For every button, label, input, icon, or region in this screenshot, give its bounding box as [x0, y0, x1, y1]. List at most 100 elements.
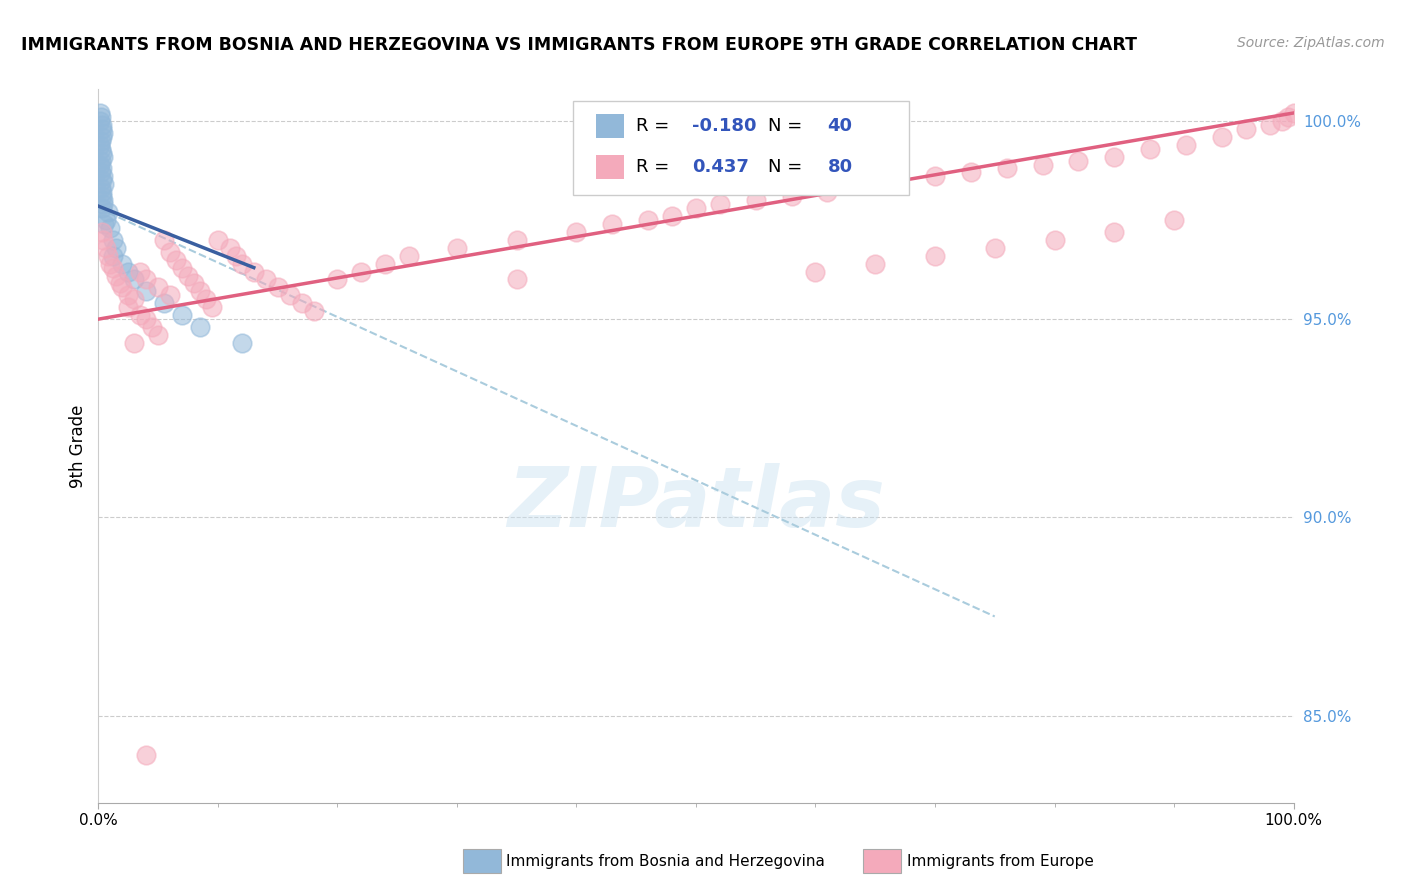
- Point: [219, 241, 242, 255]
- Point: [637, 213, 659, 227]
- Point: [1211, 129, 1233, 144]
- FancyBboxPatch shape: [596, 114, 624, 138]
- Text: 80: 80: [827, 158, 852, 176]
- Point: [98, 221, 122, 235]
- Point: [111, 257, 134, 271]
- Point: [153, 233, 176, 247]
- Y-axis label: 9th Grade: 9th Grade: [69, 404, 87, 488]
- Point: [89, 137, 111, 152]
- Point: [117, 264, 139, 278]
- Point: [91, 118, 114, 132]
- Point: [350, 264, 373, 278]
- Point: [291, 296, 314, 310]
- Point: [1282, 106, 1305, 120]
- Point: [1043, 233, 1066, 247]
- Point: [172, 260, 194, 275]
- Point: [135, 312, 157, 326]
- Point: [101, 260, 124, 275]
- Point: [1163, 213, 1185, 227]
- Point: [446, 241, 468, 255]
- Point: [1067, 153, 1090, 168]
- Point: [984, 241, 1007, 255]
- Point: [506, 272, 529, 286]
- Point: [1271, 114, 1294, 128]
- Point: [889, 173, 911, 187]
- Point: [231, 335, 253, 350]
- Point: [129, 308, 152, 322]
- Point: [91, 129, 114, 144]
- Point: [201, 300, 224, 314]
- Point: [1139, 142, 1161, 156]
- Point: [1277, 110, 1299, 124]
- Point: [90, 134, 112, 148]
- Point: [188, 320, 211, 334]
- Point: [165, 252, 187, 267]
- Point: [124, 272, 146, 286]
- Point: [91, 233, 114, 247]
- Point: [97, 249, 120, 263]
- Point: [141, 320, 163, 334]
- Point: [709, 197, 731, 211]
- Point: [159, 244, 181, 259]
- Point: [661, 209, 683, 223]
- FancyBboxPatch shape: [572, 102, 908, 194]
- Point: [195, 293, 218, 307]
- Point: [685, 201, 707, 215]
- Text: Source: ZipAtlas.com: Source: ZipAtlas.com: [1237, 36, 1385, 50]
- Point: [89, 114, 111, 128]
- Point: [91, 145, 114, 160]
- Point: [153, 296, 176, 310]
- Text: 0.437: 0.437: [692, 158, 749, 176]
- Point: [243, 264, 266, 278]
- Point: [135, 748, 157, 763]
- Point: [93, 217, 115, 231]
- Point: [91, 169, 114, 184]
- Point: [267, 280, 290, 294]
- Point: [177, 268, 200, 283]
- Text: N =: N =: [768, 158, 807, 176]
- Point: [231, 257, 253, 271]
- Text: -0.180: -0.180: [692, 117, 756, 135]
- Point: [98, 257, 122, 271]
- Point: [924, 249, 946, 263]
- Point: [1104, 225, 1126, 239]
- Point: [1104, 150, 1126, 164]
- Point: [90, 165, 112, 179]
- Point: [91, 225, 114, 239]
- Point: [207, 233, 229, 247]
- Point: [90, 142, 112, 156]
- Point: [101, 233, 124, 247]
- Point: [91, 201, 114, 215]
- Text: ZIPatlas: ZIPatlas: [508, 463, 884, 543]
- Point: [90, 153, 112, 168]
- Point: [94, 241, 117, 255]
- Point: [91, 197, 114, 211]
- Point: [90, 110, 112, 124]
- Point: [101, 249, 124, 263]
- Point: [172, 308, 194, 322]
- Point: [148, 328, 170, 343]
- Point: [91, 161, 114, 176]
- Point: [105, 241, 128, 255]
- Point: [960, 165, 983, 179]
- Point: [89, 157, 111, 171]
- Point: [91, 121, 114, 136]
- Point: [804, 264, 827, 278]
- Text: Immigrants from Bosnia and Herzegovina: Immigrants from Bosnia and Herzegovina: [506, 855, 825, 869]
- Point: [780, 189, 803, 203]
- Text: N =: N =: [768, 117, 807, 135]
- Point: [254, 272, 277, 286]
- Point: [124, 293, 146, 307]
- Point: [602, 217, 624, 231]
- Point: [183, 277, 205, 291]
- Point: [326, 272, 349, 286]
- Point: [1234, 121, 1257, 136]
- Point: [91, 189, 114, 203]
- Point: [745, 193, 768, 207]
- Point: [995, 161, 1018, 176]
- Point: [188, 285, 211, 299]
- Point: [111, 280, 134, 294]
- Point: [865, 257, 887, 271]
- Text: Immigrants from Europe: Immigrants from Europe: [907, 855, 1094, 869]
- Point: [506, 233, 529, 247]
